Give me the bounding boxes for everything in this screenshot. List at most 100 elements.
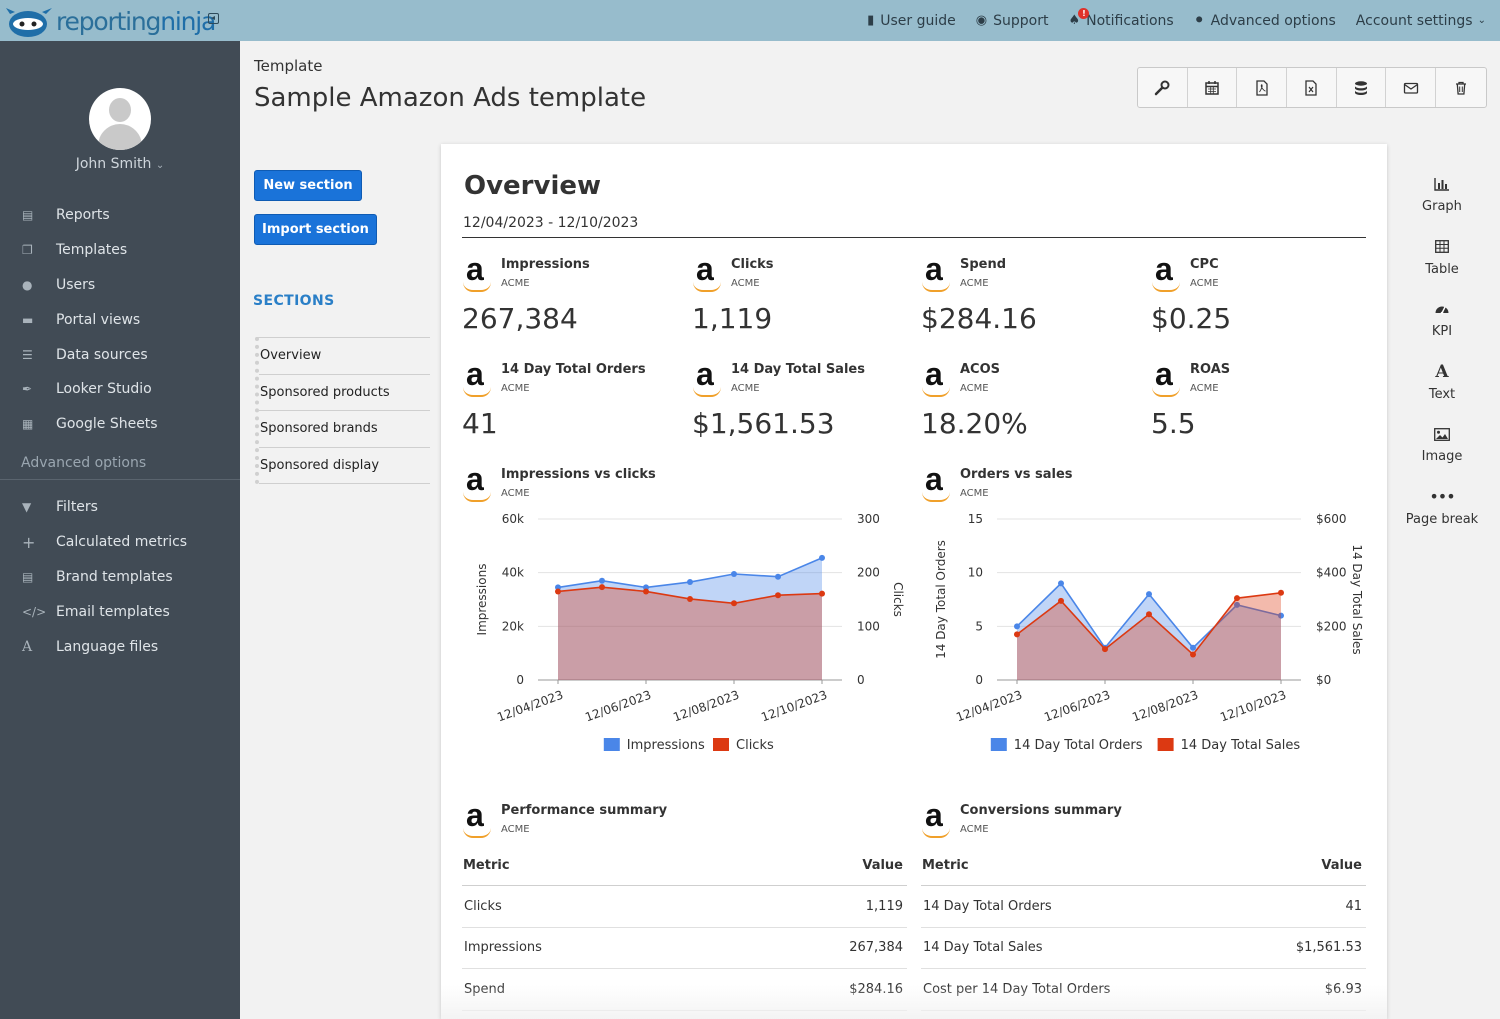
y-left-axis-title: Impressions [475,564,489,636]
email-button[interactable] [1386,68,1437,107]
table-conversions-summary[interactable]: a Conversions summary ACME Metric Value … [921,797,1366,1011]
chart-impressions-vs-clicks[interactable]: a Impressions vs clicks ACME 0 20k 40k 60k 0… [462,461,912,767]
data-point [599,584,605,591]
import-section-button[interactable]: Import section [254,214,377,245]
kpi-value: 1,119 [692,302,773,335]
user-menu[interactable]: John Smith ⌄ [75,156,165,172]
sections-list: Overview Sponsored products Sponsored br… [255,337,430,484]
amazon-logo-icon: a [692,356,726,397]
kpi-cpc[interactable]: a CPC ACME $0.25 [1151,251,1371,357]
section-item-overview[interactable]: Overview [259,338,430,375]
table-title: Performance summary [501,803,668,818]
sidebar-item-google-sheets[interactable]: ▦ Google Sheets [22,416,158,433]
kpi-14-day-total-orders[interactable]: a 14 Day Total Orders ACME 41 [462,356,682,462]
kpi-source: ACME [501,383,530,394]
widget-graph[interactable]: Graph [1400,172,1484,235]
sidebar-item-reports[interactable]: ▤ Reports [22,207,110,224]
page-title: Sample Amazon Ads template [254,83,647,113]
export-pdf-button[interactable] [1237,68,1288,107]
chart-title: Impressions vs clicks [501,467,656,482]
kpi-acos[interactable]: a ACOS ACME 18.20% [921,356,1141,462]
sidebar-item-brand-templates[interactable]: ▤ Brand templates [22,568,173,585]
kpi-14-day-total-sales[interactable]: a 14 Day Total Sales ACME $1,561.53 [692,356,912,462]
wrench-icon [1155,80,1170,95]
column-header: Value [862,858,903,873]
section-item-sponsored-products[interactable]: Sponsored products [259,375,430,411]
x-tick-label: 12/10/2023 [759,688,829,725]
sidebar-item-templates[interactable]: ❐ Templates [22,242,128,259]
sidebar-item-language-files[interactable]: A Language files [22,638,159,655]
template-toolbar [1137,67,1487,108]
table-row: Spend $284.16 [462,969,907,1011]
kpi-value: $284.16 [921,302,1037,335]
y-right-tick-label: 100 [857,619,880,633]
data-point [731,571,737,578]
sidebar-item-looker-studio[interactable]: ✒ Looker Studio [22,381,152,398]
sidebar-item-users[interactable]: ● Users [22,276,96,293]
table-icon: ▦ [22,417,34,432]
widget-page-break[interactable]: ••• Page break [1400,485,1484,548]
brush-icon: ✒ [22,382,33,397]
table-source: ACME [960,824,989,835]
sidebar-item-filters[interactable]: ▼ Filters [22,499,98,516]
section-item-sponsored-brands[interactable]: Sponsored brands [259,411,430,448]
main-nav: ▤ Reports ❐ Templates ● Users ▬ Portal views… [0,198,240,442]
chart-orders-vs-sales[interactable]: a Orders vs sales ACME 0 5 10 15 $0 $200 $400 $… [921,461,1371,767]
kpi-source: ACME [960,278,989,289]
widget-text[interactable]: A Text [1428,361,1456,402]
amazon-logo-icon: a [921,356,955,397]
kpi-clicks[interactable]: a Clicks ACME 1,119 [692,251,912,357]
trash-icon [1455,81,1466,95]
account-settings-menu[interactable]: Account settings ⌄ [1355,12,1486,29]
delete-button[interactable] [1436,68,1486,107]
amazon-logo-icon: a [462,251,496,292]
chart-source: ACME [960,488,989,499]
bell-icon: ♠ [1068,13,1081,28]
data-point [1190,651,1196,658]
kpi-name: 14 Day Total Sales [731,362,865,377]
kpi-name: ACOS [960,362,1001,377]
new-section-button[interactable]: New section [254,170,362,201]
logo[interactable]: reportingninja [6,4,216,38]
y-right-tick-label: 0 [857,673,865,687]
widget-kpi[interactable]: KPI [1400,297,1484,360]
chart-svg: 0 20k 40k 60k 0 100 200 300 Impressions Clicks 12/… [475,512,905,753]
widget-table[interactable]: Table [1400,235,1484,298]
widget-palette: Graph Table KPI A Text Image ••• Page br… [1400,172,1484,547]
widget-image[interactable]: Image [1400,422,1484,485]
table-row: 14 Day Total Orders 41 [921,886,1366,928]
avatar-head [109,98,131,122]
legend-label: 14 Day Total Sales [1181,738,1301,753]
table-performance-summary[interactable]: a Performance summary ACME Metric Value … [462,797,907,1011]
section-item-sponsored-display[interactable]: Sponsored display [259,448,430,484]
table-row: Impressions 267,384 [462,928,907,969]
document-icon: ▤ [22,569,34,584]
schedule-button[interactable] [1188,68,1238,107]
advanced-options-link[interactable]: ⚫ Advanced options [1193,12,1336,29]
data-sources-button[interactable] [1337,68,1387,107]
support-link[interactable]: ◉ Support [975,12,1049,29]
user-guide-link[interactable]: ▮ User guide [867,12,956,29]
legend-swatch [603,738,620,751]
avatar[interactable] [89,88,151,150]
bar-chart-icon [1434,172,1450,196]
sidebar-item-calculated-metrics[interactable]: + Calculated metrics [22,532,188,552]
sidebar-item-data-sources[interactable]: ☰ Data sources [22,346,148,363]
collapse-sidebar-icon[interactable] [208,13,219,24]
kpi-spend[interactable]: a Spend ACME $284.16 [921,251,1141,357]
folder-icon: ▬ [22,312,34,327]
data-point [1014,623,1020,630]
kpi-impressions[interactable]: a Impressions ACME 267,384 [462,251,682,357]
chart-header: a Impressions vs clicks ACME [462,461,762,507]
notifications-link[interactable]: ♠ ! Notifications [1068,7,1174,29]
settings-button[interactable] [1138,68,1188,107]
sidebar-item-email-templates[interactable]: </> Email templates [22,603,170,620]
export-excel-button[interactable] [1287,68,1337,107]
y-right-tick-label: 200 [857,566,880,580]
font-icon: A [22,638,33,655]
legend-swatch [1157,738,1174,751]
sidebar-item-portal-views[interactable]: ▬ Portal views [22,311,141,328]
kpi-roas[interactable]: a ROAS ACME 5.5 [1151,356,1371,462]
x-tick-label: 12/08/2023 [671,688,741,725]
kpi-value: $1,561.53 [692,407,835,440]
